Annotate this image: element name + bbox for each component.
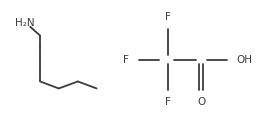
Text: F: F [165,12,171,22]
Text: OH: OH [237,55,253,65]
Text: F: F [165,97,171,107]
Text: F: F [123,55,129,65]
Text: H₂N: H₂N [15,18,35,28]
Text: O: O [197,97,206,107]
